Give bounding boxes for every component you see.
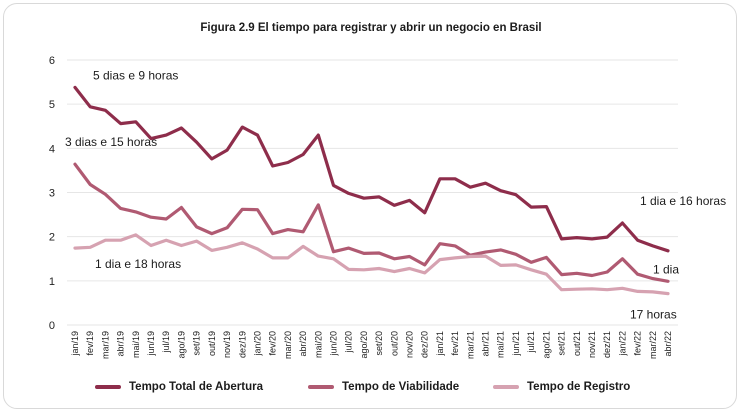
x-axis-ticks: jan/19 fev/19 mar/19 abr/19 mai/19 jun/19 jul/…	[70, 331, 673, 359]
legend-item: Tempo de Registro	[493, 381, 630, 393]
series-line	[73, 233, 670, 296]
x-tick-label: ago/21	[541, 331, 551, 359]
y-tick-label: 1	[49, 276, 55, 288]
x-tick-label: out/19	[207, 331, 217, 356]
x-tick-label: jan/19	[70, 331, 80, 357]
x-tick-label: abr/19	[116, 331, 126, 357]
x-tick-label: set/20	[374, 331, 384, 356]
x-tick-label: jul/21	[526, 331, 536, 354]
x-tick-label: mai/19	[131, 331, 141, 358]
x-tick-label: nov/20	[405, 331, 415, 358]
x-tick-label: jan/21	[435, 331, 445, 357]
x-tick-label: out/21	[572, 331, 582, 356]
x-tick-label: jul/19	[161, 331, 171, 354]
y-axis-ticks: 0 1 2 3 4 5 6	[49, 55, 55, 332]
series-line	[73, 85, 670, 253]
x-tick-label: dez/19	[237, 331, 247, 358]
x-tick-label: fev/21	[450, 331, 460, 356]
x-tick-label: set/19	[192, 331, 202, 356]
x-tick-label: jan/22	[617, 331, 627, 357]
y-tick-label: 4	[49, 143, 55, 155]
data-label: 5 dias e 9 horas	[93, 68, 178, 82]
legend-item: Tempo de Viabilidade	[308, 381, 459, 393]
x-tick-label: ago/19	[176, 331, 186, 359]
annotations: 5 dias e 9 horas 3 dias e 15 horas 1 dia e…	[65, 68, 726, 321]
data-label: 1 dia e 18 horas	[95, 257, 181, 271]
x-tick-label: mar/21	[465, 331, 475, 359]
x-tick-label: dez/21	[602, 331, 612, 358]
x-tick-label: nov/19	[222, 331, 232, 358]
x-tick-label: ago/20	[359, 331, 369, 359]
y-tick-label: 3	[49, 188, 55, 200]
y-tick-label: 2	[49, 232, 55, 244]
x-tick-label: jun/19	[146, 331, 156, 357]
y-tick-label: 6	[49, 55, 55, 67]
y-tick-label: 0	[49, 320, 55, 332]
x-tick-label: abr/22	[663, 331, 673, 357]
x-tick-label: mai/20	[313, 331, 323, 358]
data-label: 1 dia	[653, 262, 679, 276]
chart-frame	[3, 3, 737, 409]
data-label: 17 horas	[630, 308, 677, 322]
x-tick-label: jul/20	[344, 331, 354, 354]
legend-item: Tempo Total de Abertura	[95, 381, 263, 393]
legend-label: Tempo de Registro	[527, 381, 631, 393]
x-tick-label: out/20	[389, 331, 399, 356]
legend-swatch	[493, 385, 519, 389]
x-tick-label: mar/22	[648, 331, 658, 359]
data-label: 3 dias e 15 horas	[65, 135, 157, 149]
series-lines	[73, 85, 670, 296]
legend-label: Tempo Total de Abertura	[129, 381, 263, 393]
data-label: 1 dia e 16 horas	[640, 194, 726, 208]
x-tick-label: dez/20	[420, 331, 430, 358]
x-tick-label: set/21	[557, 331, 567, 356]
x-tick-label: mai/21	[496, 331, 506, 358]
chart-title: Figura 2.9 El tiempo para registrar y ab…	[200, 22, 542, 34]
x-tick-label: jun/21	[511, 331, 521, 357]
x-tick-label: abr/21	[481, 331, 491, 357]
x-tick-label: fev/19	[85, 331, 95, 356]
legend-swatch	[95, 385, 121, 389]
x-tick-label: mar/20	[283, 331, 293, 359]
x-tick-label: fev/22	[633, 331, 643, 356]
gridlines	[67, 59, 678, 326]
x-tick-label: jun/20	[328, 331, 338, 357]
legend-swatch	[308, 385, 334, 389]
x-tick-label: abr/20	[298, 331, 308, 357]
legend: Tempo Total de Abertura Tempo de Viabilid…	[0, 381, 742, 401]
series-line	[73, 162, 670, 283]
x-tick-label: mar/19	[100, 331, 110, 359]
x-tick-label: nov/21	[587, 331, 597, 358]
x-tick-label: jan/20	[252, 331, 262, 357]
x-tick-label: fev/20	[268, 331, 278, 356]
legend-label: Tempo de Viabilidade	[342, 381, 460, 393]
y-tick-label: 5	[49, 99, 55, 111]
